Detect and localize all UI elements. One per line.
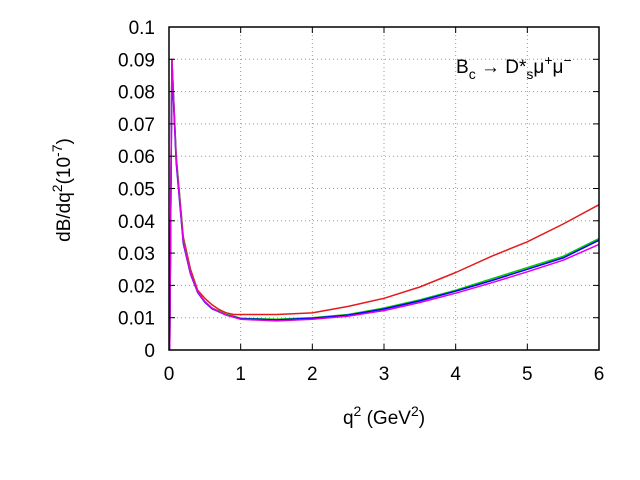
y-label-a: dB/dq [54,192,75,242]
y-tick-label: 0.08 [118,83,155,104]
x-tick-label: 5 [522,364,533,385]
series-green-line [168,58,600,351]
y-tick-label: 0.07 [118,115,155,136]
y-tick-label: 0.1 [129,18,155,39]
y-tick-label: 0 [144,341,155,362]
annotation-sub-c: c [469,66,476,82]
ticks: 0 1 2 3 4 5 6 0 0.01 0.02 0.03 0.04 0.05 0.06 0.07 0.08… [118,18,604,385]
annotation-sup-plus: + [544,52,552,68]
series-red-line [168,58,600,351]
x-label-close: ) [419,408,425,429]
x-axis-label: q2 (GeV2) [343,403,425,429]
x-label-sup: 2 [354,403,362,419]
y-tick-label: 0.05 [118,180,155,201]
annotation-b: B [456,57,469,78]
decay-annotation: Bc → D*sμ+μ− [456,52,572,82]
x-tick-label: 6 [594,364,605,385]
x-tick-label: 3 [379,364,390,385]
annotation-mu-plus: μ [533,57,544,78]
y-label-c: ) [54,138,75,144]
y-tick-label: 0.01 [118,309,155,330]
series-magenta-line [168,58,600,351]
series-group [168,58,600,351]
x-tick-label: 1 [235,364,246,385]
x-tick-label: 2 [307,364,318,385]
y-tick-label: 0.02 [118,276,155,297]
annotation-sup-minus: − [563,52,571,68]
y-label-sup: 2 [49,184,65,192]
x-tick-label: 4 [450,364,461,385]
annotation-sub-s: s [526,66,533,82]
y-label-b: (10 [54,157,75,184]
x-label-unit-sup: 2 [411,403,419,419]
x-label-unit: (GeV [361,408,411,429]
y-tick-label: 0.03 [118,244,155,265]
y-label-sup2: -7 [49,144,65,157]
annotation-arrow: → D* [476,57,527,78]
annotation-mu-minus: μ [553,57,564,78]
y-tick-label: 0.09 [118,50,155,71]
x-tick-label: 0 [164,364,175,385]
y-axis-label: dB/dq2(10-7) [49,138,75,242]
x-label-q: q [343,408,354,429]
y-tick-label: 0.04 [118,212,155,233]
y-tick-label: 0.06 [118,147,155,168]
